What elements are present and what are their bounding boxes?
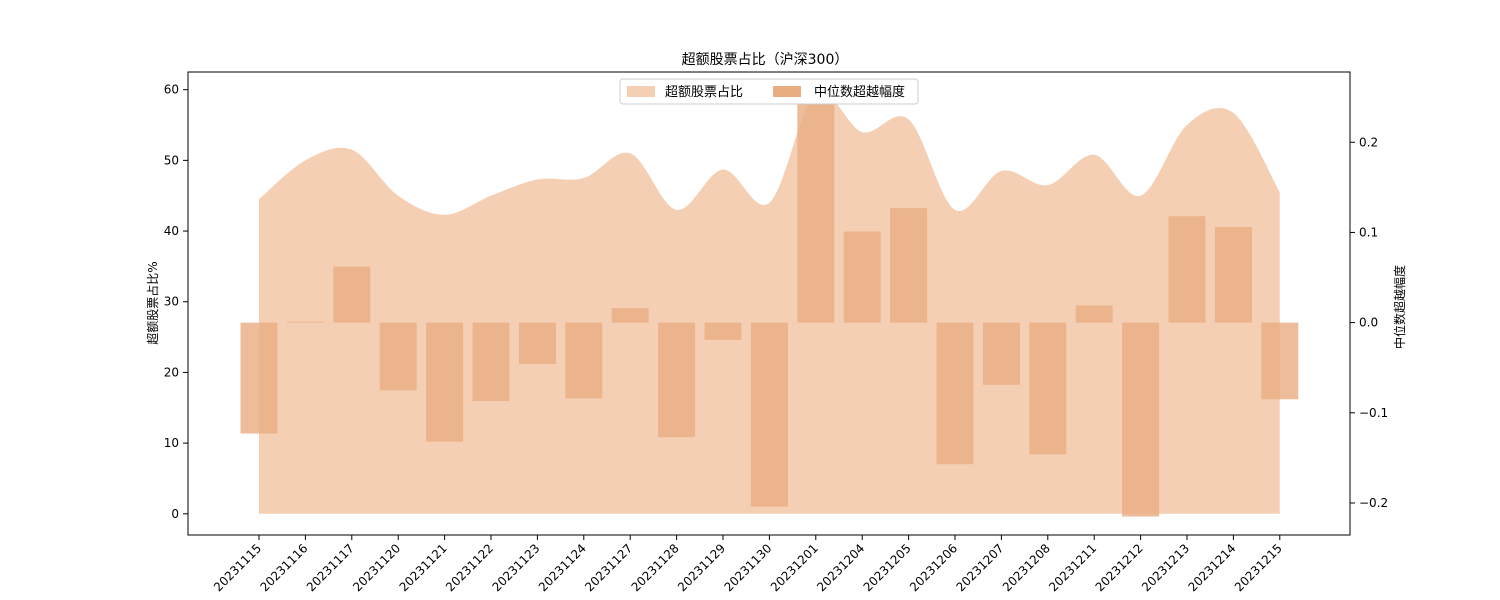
y-tick-label: 60: [164, 83, 179, 97]
x-tick-label: 20231122: [443, 541, 496, 594]
chart-title: 超额股票占比（沪深300）: [682, 52, 849, 68]
x-tick-label: 20231206: [907, 541, 960, 594]
x-tick-label: 20231117: [304, 541, 357, 594]
x-tick-label: 20231213: [1139, 541, 1192, 594]
x-tick-label: 20231120: [350, 541, 403, 594]
x-tick-label: 20231121: [397, 541, 450, 594]
y-tick-label: 50: [164, 153, 179, 167]
legend-label-bar: 中位数超越幅度: [814, 84, 905, 100]
x-tick-label: 20231208: [1000, 541, 1053, 594]
bar: [472, 322, 510, 402]
x-tick-label: 20231116: [257, 541, 310, 594]
legend-swatch-bar: [773, 86, 801, 97]
y-tick-label: 30: [164, 295, 179, 309]
bar: [1261, 322, 1299, 400]
y-tick-label: 20: [164, 365, 179, 379]
y-tick-label: 40: [164, 224, 179, 238]
bar-series-layer: [240, 97, 1299, 517]
y2-axis-label: 中位数超越幅度: [1392, 265, 1407, 349]
area-series: [259, 91, 1280, 514]
bar: [982, 322, 1020, 385]
bar: [518, 322, 556, 365]
x-tick-label: 20231130: [721, 541, 774, 594]
bar: [286, 321, 324, 323]
y2-tick-label: 0.1: [1359, 225, 1378, 239]
y-tick-label: 0: [171, 507, 179, 521]
x-tick-label: 20231127: [582, 541, 635, 594]
bar: [658, 322, 696, 438]
bar: [936, 322, 974, 465]
bar: [426, 322, 464, 442]
bar: [240, 322, 278, 434]
area-series-layer: [259, 91, 1280, 514]
y2-tick-label: −0.1: [1359, 406, 1388, 420]
x-tick-label: 20231115: [211, 541, 264, 594]
bar: [565, 322, 603, 399]
legend: 超额股票占比 中位数超越幅度: [619, 78, 919, 105]
bar: [611, 308, 649, 323]
y2-tick-label: −0.2: [1359, 496, 1388, 510]
bar: [704, 322, 742, 340]
legend-label-area: 超额股票占比: [665, 85, 743, 100]
x-tick-label: 20231207: [953, 541, 1006, 594]
y-axis-label: 超额股票占比%: [145, 261, 160, 344]
x-tick-label: 20231215: [1232, 541, 1285, 594]
legend-box: [619, 78, 919, 105]
x-tick-label: 20231128: [629, 541, 682, 594]
bar: [1214, 227, 1252, 323]
bar: [333, 266, 371, 323]
bar: [1029, 322, 1067, 455]
x-tick-label: 20231129: [675, 541, 728, 594]
x-tick-label: 20231124: [536, 541, 589, 594]
x-tick-label: 20231201: [768, 541, 821, 594]
x-axis-ticks: 2023111520231116202311172023112020231121…: [211, 535, 1285, 594]
x-tick-label: 20231214: [1185, 541, 1238, 594]
x-tick-label: 20231204: [814, 541, 867, 594]
legend-swatch-area: [627, 86, 655, 97]
bar: [843, 231, 881, 323]
bar: [890, 208, 928, 323]
y2-tick-label: 0.0: [1359, 316, 1378, 330]
bar: [379, 322, 417, 391]
bar: [750, 322, 788, 507]
y-axis-ticks: 0 10 20 30 40 50 60: [164, 83, 188, 521]
bar: [797, 97, 835, 323]
bar: [1168, 216, 1206, 323]
bar: [1075, 305, 1113, 323]
y-tick-label: 10: [164, 436, 179, 450]
bar: [1122, 322, 1160, 517]
x-tick-label: 20231212: [1093, 541, 1146, 594]
y2-tick-label: 0.2: [1359, 135, 1378, 149]
x-tick-label: 20231211: [1046, 541, 1099, 594]
x-tick-label: 20231205: [861, 541, 914, 594]
x-tick-label: 20231123: [489, 541, 542, 594]
y2-axis-ticks: −0.2 −0.1 0.0 0.1 0.2: [1350, 135, 1388, 510]
